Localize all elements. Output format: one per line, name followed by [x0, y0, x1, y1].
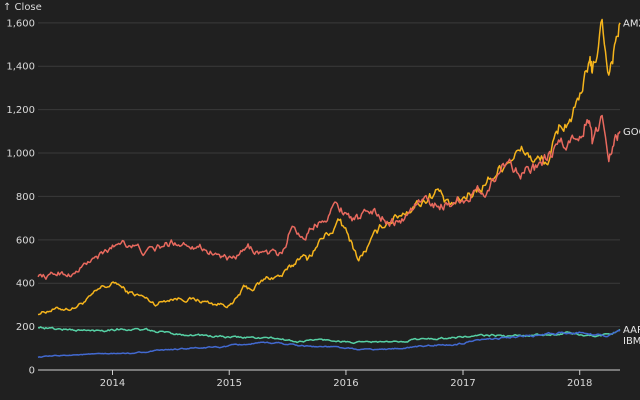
series-label-amzn: AMZN — [623, 18, 640, 29]
y-tick-label: 200 — [16, 322, 35, 333]
x-tick-label: 2017 — [450, 378, 475, 389]
y-tick-label: 1,600 — [6, 18, 35, 29]
x-tick-label: 2015 — [217, 378, 242, 389]
y-tick-label: 800 — [16, 192, 35, 203]
series-line-amzn — [37, 18, 621, 316]
gridlines — [38, 22, 620, 328]
series-line-goog — [37, 114, 621, 280]
y-tick-label: 600 — [16, 235, 35, 246]
series-line-ibm — [37, 329, 621, 359]
y-tick-label: 1,200 — [6, 105, 35, 116]
y-tick-label: 0 — [29, 366, 35, 377]
x-tick-label: 2016 — [333, 378, 358, 389]
series-label-goog: GOOG — [623, 127, 640, 138]
series-line-aapl — [37, 326, 621, 345]
x-tick-label: 2018 — [567, 378, 592, 389]
series-label-aapl: AAPL — [623, 325, 640, 336]
series-labels: AMZN GOOG AAPLIBM — [623, 18, 640, 347]
x-axis: 2014 2015 2016 2017 2018 — [38, 369, 620, 389]
series-label-ibm: IBM — [623, 336, 640, 347]
y-axis-title: ↑ Close — [3, 2, 42, 13]
x-tick-label: 2014 — [100, 378, 125, 389]
y-tick-label: 400 — [16, 279, 35, 290]
y-tick-label: 1,000 — [6, 149, 35, 160]
y-tick-label: 1,400 — [6, 62, 35, 73]
y-axis: 0 200 400 600 800 1,000 1,200 1,400 1,600 — [6, 18, 35, 376]
series-lines — [37, 18, 621, 359]
